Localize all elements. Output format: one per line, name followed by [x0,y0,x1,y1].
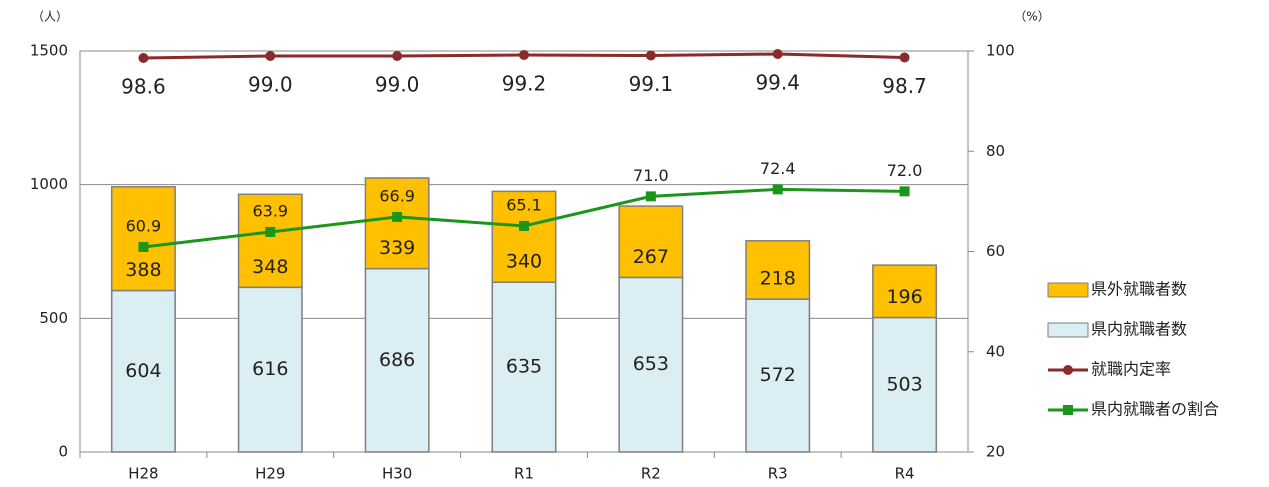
x-tick-label: R4 [895,465,915,483]
x-tick-label: R3 [768,465,788,483]
bar-segment [745,240,811,300]
marker [645,50,656,61]
marker [899,52,910,63]
line-label: 72.0 [887,161,923,180]
line-label: 65.1 [506,195,542,214]
marker [519,220,529,231]
bar-segment [618,276,684,453]
bar-segment [237,286,303,453]
bar-segment [110,289,176,453]
bar-segment [364,267,430,453]
bar-segment [364,177,430,270]
marker [899,186,910,197]
marker [772,184,783,195]
y-tick-label: 1500 [30,42,68,60]
marker [265,226,276,237]
legend-label: 県内就職者数 [1091,320,1187,339]
y2-unit: （%） [1014,10,1049,24]
bar-segment [872,316,938,453]
line-label: 98.7 [882,74,927,98]
bar-label: 635 [506,356,542,378]
marker [519,50,529,61]
line-label: 63.9 [252,201,288,220]
x-tick-label: R2 [641,465,661,483]
bar-segment [110,186,176,292]
line-label: 99.4 [755,71,800,95]
y-tick-label: 500 [39,309,68,327]
x-tick-label: R1 [514,465,534,483]
x-tick-label: H28 [128,465,158,483]
marker [138,241,149,252]
bar-segment [872,264,938,319]
bar-label: 653 [633,353,669,375]
x-tick-label: H29 [255,465,285,483]
y-tick-label: 0 [58,443,68,461]
bar-label: 340 [506,251,542,273]
y2-tick-label: 20 [986,443,1005,461]
marker [645,191,656,202]
line-label: 99.2 [502,72,547,96]
x-tick-label: H30 [382,465,412,483]
bar-label: 348 [252,256,288,278]
y2-tick-label: 40 [986,342,1005,360]
legend-label: 県外就職者数 [1091,280,1187,299]
line-label: 99.0 [248,73,293,97]
bar-segment [618,205,684,279]
bar-label: 686 [379,349,415,371]
marker [392,51,403,62]
legend-swatch [1047,322,1089,338]
y2-tick-label: 100 [986,42,1015,60]
bar-label: 196 [886,286,922,308]
line-label: 60.9 [126,216,162,235]
bar-segment [491,281,557,453]
bar-segment [237,193,303,289]
legend-marker [1063,365,1073,375]
bar-segment [745,298,811,453]
line-label: 66.9 [379,186,415,205]
bar-label: 339 [379,237,415,259]
line-label: 71.0 [633,166,669,185]
line-label: 99.1 [629,72,674,96]
legend-label: 就職内定率 [1091,360,1171,379]
legend-marker [1063,405,1073,415]
y-tick-label: 1000 [30,175,68,193]
bar-label: 604 [125,360,161,382]
marker [392,211,403,222]
line-label: 99.0 [375,73,420,97]
y2-tick-label: 60 [986,242,1005,260]
bar-label: 388 [125,259,161,281]
legend-label: 県内就職者の割合 [1091,400,1219,419]
bar-label: 267 [633,246,669,268]
line-label: 72.4 [760,159,796,178]
bar-segment [491,190,557,283]
marker [265,51,276,62]
line-label: 98.6 [121,75,166,99]
y-unit: （人） [32,10,68,24]
bar-label: 572 [760,364,796,386]
legend-swatch [1047,282,1089,298]
bar-label: 616 [252,358,288,380]
bar-label: 503 [886,373,922,395]
marker [772,49,783,60]
y2-tick-label: 80 [986,142,1005,160]
bar-label: 218 [760,268,796,290]
marker [138,53,149,64]
